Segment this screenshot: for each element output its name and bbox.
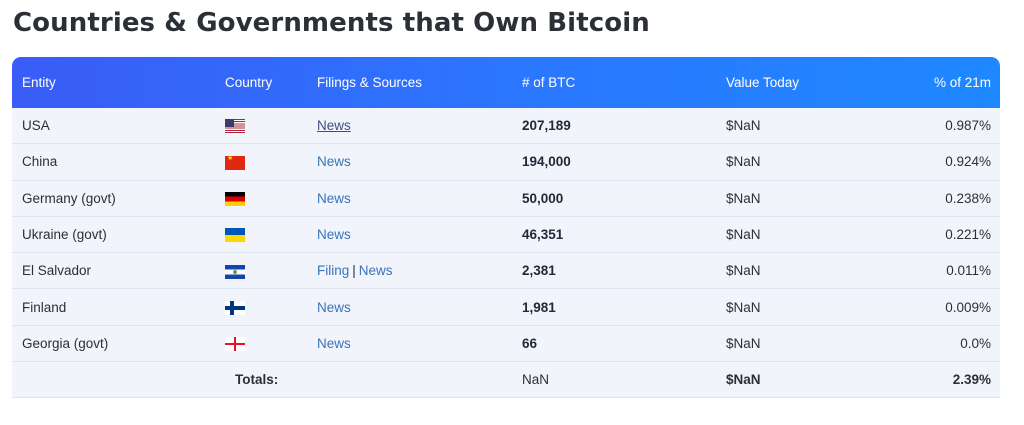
- filing-link[interactable]: Filing: [317, 263, 350, 279]
- pct-of-supply: 0.987%: [945, 118, 991, 134]
- value-today: $NaN: [726, 154, 761, 170]
- el-salvador-flag-icon: [225, 264, 245, 279]
- finland-flag-icon: [225, 300, 245, 315]
- btc-amount: 207,189: [522, 118, 571, 134]
- table-row: Finland News 1,981 $NaN 0.009%: [12, 289, 1000, 326]
- country-cell: [225, 263, 317, 279]
- pct-of-supply: 0.009%: [945, 299, 991, 315]
- pct-of-supply: 0.011%: [946, 263, 991, 279]
- news-link[interactable]: News: [317, 227, 351, 243]
- country-cell: [225, 118, 317, 134]
- source-separator: |: [352, 263, 356, 279]
- pct-of-supply: 0.0%: [960, 335, 991, 351]
- georgia-flag-icon: [225, 337, 245, 352]
- value-today: $NaN: [726, 227, 761, 243]
- news-link[interactable]: News: [317, 335, 351, 351]
- news-link[interactable]: News: [317, 190, 351, 206]
- sources-cell: News: [317, 191, 522, 206]
- totals-btc: NaN: [522, 372, 550, 388]
- country-cell: [225, 227, 317, 243]
- table-row: Germany (govt) News 50,000 $NaN 0.238%: [12, 180, 1000, 217]
- pct-of-supply: 0.238%: [945, 190, 991, 206]
- value-today: $NaN: [726, 299, 761, 315]
- value-today: $NaN: [726, 190, 761, 206]
- sources-cell: News: [317, 227, 522, 242]
- entity-name: El Salvador: [22, 263, 92, 279]
- table-row: USA News 207,189 $NaN 0.987%: [12, 108, 1000, 145]
- china-flag-icon: [225, 155, 245, 170]
- btc-amount: 1,981: [522, 299, 556, 315]
- sources-cell: News: [317, 300, 522, 315]
- value-today: $NaN: [726, 118, 761, 134]
- entity-name: Ukraine (govt): [22, 227, 107, 243]
- entity-name: Georgia (govt): [22, 335, 109, 351]
- sources-cell: Filing | News: [317, 263, 522, 278]
- col-header-country[interactable]: Country: [225, 75, 273, 90]
- table-header: Entity Country Filings & Sources # of BT…: [12, 57, 1000, 108]
- col-header-entity[interactable]: Entity: [22, 75, 56, 90]
- country-cell: [225, 154, 317, 170]
- totals-row: Totals: NaN $NaN 2.39%: [12, 362, 1000, 399]
- news-link[interactable]: News: [358, 263, 393, 279]
- table-row: China News 194,000 $NaN 0.924%: [12, 144, 1000, 181]
- totals-label: Totals:: [235, 372, 279, 388]
- news-link[interactable]: News: [317, 154, 351, 170]
- totals-value: $NaN: [726, 372, 761, 388]
- entity-name: Germany (govt): [22, 190, 116, 206]
- totals-pct: 2.39%: [952, 372, 991, 388]
- table-row: El Salvador Filing | News 2,381 $NaN 0.011…: [12, 253, 1000, 290]
- btc-amount: 46,351: [522, 227, 564, 243]
- pct-of-supply: 0.221%: [945, 227, 991, 243]
- btc-amount: 50,000: [522, 190, 564, 206]
- sources-cell: News: [317, 336, 522, 351]
- btc-amount: 194,000: [522, 154, 571, 170]
- country-cell: [225, 336, 317, 352]
- holdings-table: Entity Country Filings & Sources # of BT…: [12, 57, 1000, 399]
- value-today: $NaN: [726, 335, 761, 351]
- col-header-pct[interactable]: % of 21m: [933, 75, 991, 90]
- col-header-btc[interactable]: # of BTC: [522, 75, 576, 90]
- germany-flag-icon: [225, 191, 245, 206]
- sources-cell: News: [317, 154, 522, 169]
- country-cell: [225, 191, 317, 206]
- table-row: Ukraine (govt) News 46,351 $NaN 0.221%: [12, 216, 1000, 254]
- table-row: Georgia (govt) News 66 $NaN 0.0%: [12, 325, 1000, 363]
- col-header-filings[interactable]: Filings & Sources: [317, 75, 423, 90]
- col-header-value[interactable]: Value Today: [726, 75, 800, 90]
- value-today: $NaN: [726, 263, 761, 279]
- btc-amount: 2,381: [522, 263, 556, 279]
- entity-name: China: [22, 154, 58, 170]
- sources-cell: News: [317, 118, 522, 133]
- entity-name: Finland: [22, 299, 67, 315]
- ukraine-flag-icon: [225, 228, 245, 243]
- page-title: Countries & Governments that Own Bitcoin: [13, 8, 650, 38]
- news-link[interactable]: News: [317, 299, 351, 315]
- us-flag-icon: [225, 119, 245, 134]
- entity-name: USA: [22, 118, 50, 134]
- news-link[interactable]: News: [317, 118, 351, 134]
- pct-of-supply: 0.924%: [945, 154, 991, 170]
- country-cell: [225, 299, 317, 315]
- btc-amount: 66: [522, 335, 538, 351]
